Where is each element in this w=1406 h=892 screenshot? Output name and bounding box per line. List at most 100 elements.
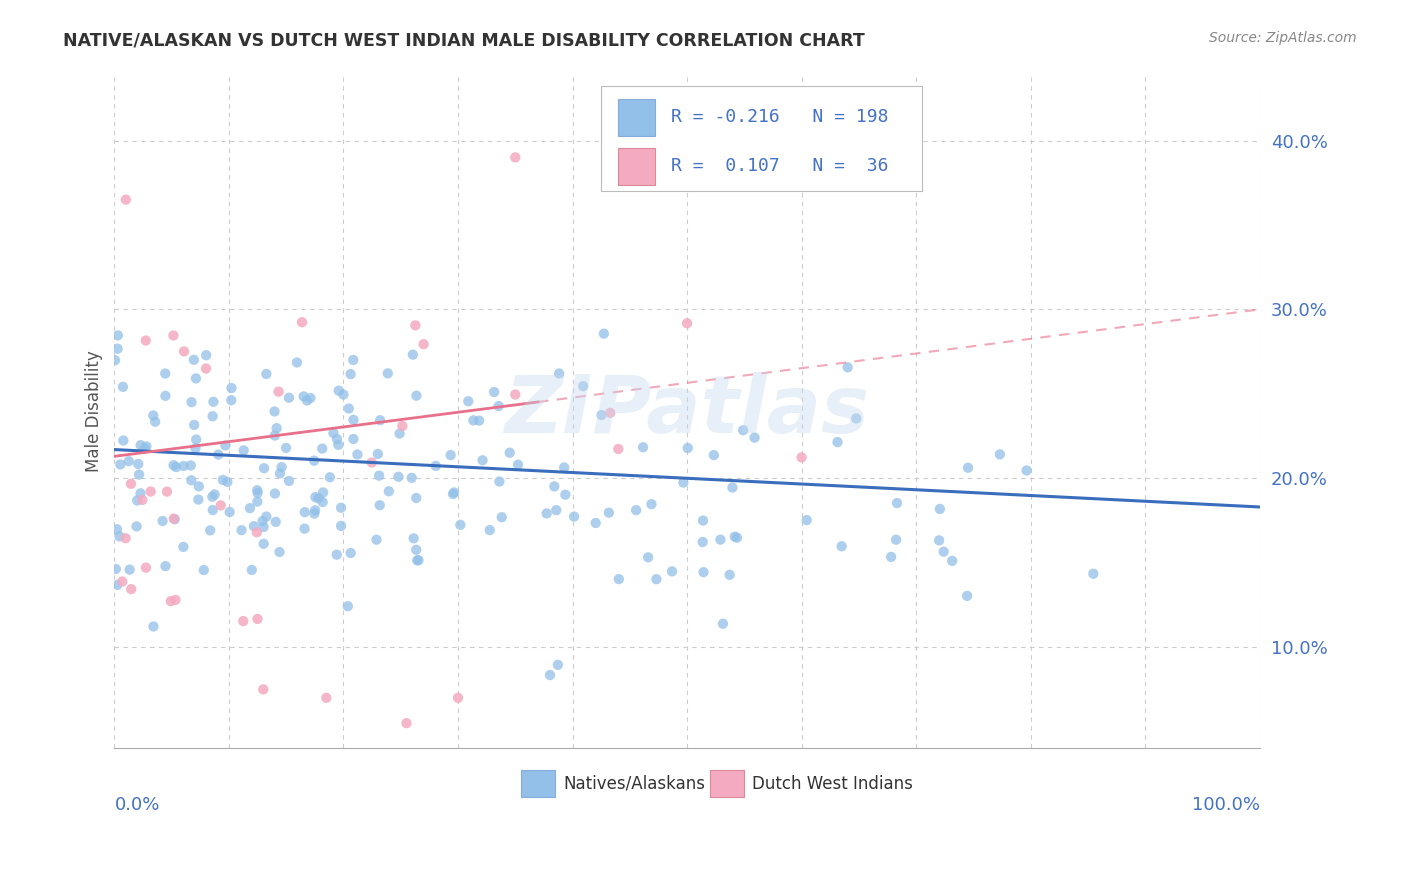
Point — [143, 415, 166, 429]
Point — [142, 409, 165, 423]
Point — [193, 563, 215, 577]
Point — [304, 507, 326, 521]
Point — [463, 413, 485, 427]
Point — [790, 450, 813, 465]
Point — [443, 485, 465, 500]
Point — [554, 488, 576, 502]
Point — [128, 467, 150, 482]
Point — [661, 565, 683, 579]
Text: Dutch West Indians: Dutch West Indians — [752, 774, 914, 793]
Point — [441, 487, 464, 501]
Point — [156, 484, 179, 499]
Point — [269, 545, 291, 559]
Point — [328, 438, 350, 452]
Point — [391, 419, 413, 434]
Point — [120, 476, 142, 491]
Point — [607, 442, 630, 456]
Point — [439, 448, 461, 462]
Point — [311, 442, 333, 456]
Point — [640, 497, 662, 511]
Point — [135, 560, 157, 574]
Point — [285, 355, 308, 369]
Point — [107, 328, 129, 343]
Point — [165, 460, 187, 475]
Point — [378, 484, 401, 499]
Point — [111, 574, 134, 589]
Point — [886, 496, 908, 510]
Text: R = -0.216   N = 198: R = -0.216 N = 198 — [671, 108, 889, 127]
Point — [599, 406, 621, 420]
Point — [488, 475, 510, 489]
Point — [107, 342, 129, 356]
Point — [553, 460, 575, 475]
Point — [468, 414, 491, 428]
Point — [405, 389, 427, 403]
Point — [163, 511, 186, 525]
Point — [162, 328, 184, 343]
Point — [120, 582, 142, 596]
Point — [404, 318, 426, 333]
Point — [142, 619, 165, 633]
Point — [232, 614, 254, 628]
Point — [721, 481, 744, 495]
Point — [339, 546, 361, 560]
Point — [110, 458, 132, 472]
Point — [322, 425, 344, 440]
Point — [263, 404, 285, 418]
Point — [368, 413, 391, 427]
Point — [302, 453, 325, 467]
Bar — [710, 770, 744, 797]
Point — [330, 519, 353, 533]
Point — [252, 514, 274, 528]
Point — [139, 484, 162, 499]
Point — [405, 542, 427, 557]
Point — [307, 491, 329, 506]
Point — [562, 509, 585, 524]
Point — [111, 380, 134, 394]
Point — [366, 533, 388, 547]
Point — [330, 500, 353, 515]
Point — [585, 516, 607, 530]
Point — [395, 716, 418, 731]
Point — [845, 411, 868, 425]
Point — [172, 540, 194, 554]
Point — [360, 455, 382, 469]
Point — [269, 467, 291, 481]
Point — [408, 553, 430, 567]
Point — [831, 539, 853, 553]
Text: R =  0.107   N =  36: R = 0.107 N = 36 — [671, 157, 889, 175]
Point — [278, 474, 301, 488]
Point — [928, 533, 950, 548]
Bar — [619, 148, 655, 185]
Point — [105, 578, 128, 592]
Point — [184, 371, 207, 385]
Point — [342, 413, 364, 427]
Point — [478, 523, 501, 537]
Point — [115, 193, 138, 207]
Point — [591, 408, 613, 422]
Point — [547, 657, 569, 672]
Point — [304, 503, 326, 517]
Point — [957, 460, 980, 475]
Point — [295, 393, 318, 408]
Point — [135, 439, 157, 453]
Point — [1083, 566, 1105, 581]
Text: 100.0%: 100.0% — [1192, 796, 1260, 814]
Point — [118, 454, 141, 468]
Point — [104, 562, 127, 576]
Point — [377, 367, 399, 381]
Point — [207, 448, 229, 462]
Point — [637, 550, 659, 565]
Point — [342, 432, 364, 446]
Point — [221, 381, 243, 395]
Point — [607, 572, 630, 586]
Point — [368, 498, 391, 512]
Point — [254, 509, 277, 524]
Point — [328, 384, 350, 398]
Point — [127, 493, 149, 508]
Point — [127, 457, 149, 471]
Point — [692, 514, 714, 528]
Point — [187, 479, 209, 493]
Point — [252, 682, 274, 697]
Point — [543, 479, 565, 493]
